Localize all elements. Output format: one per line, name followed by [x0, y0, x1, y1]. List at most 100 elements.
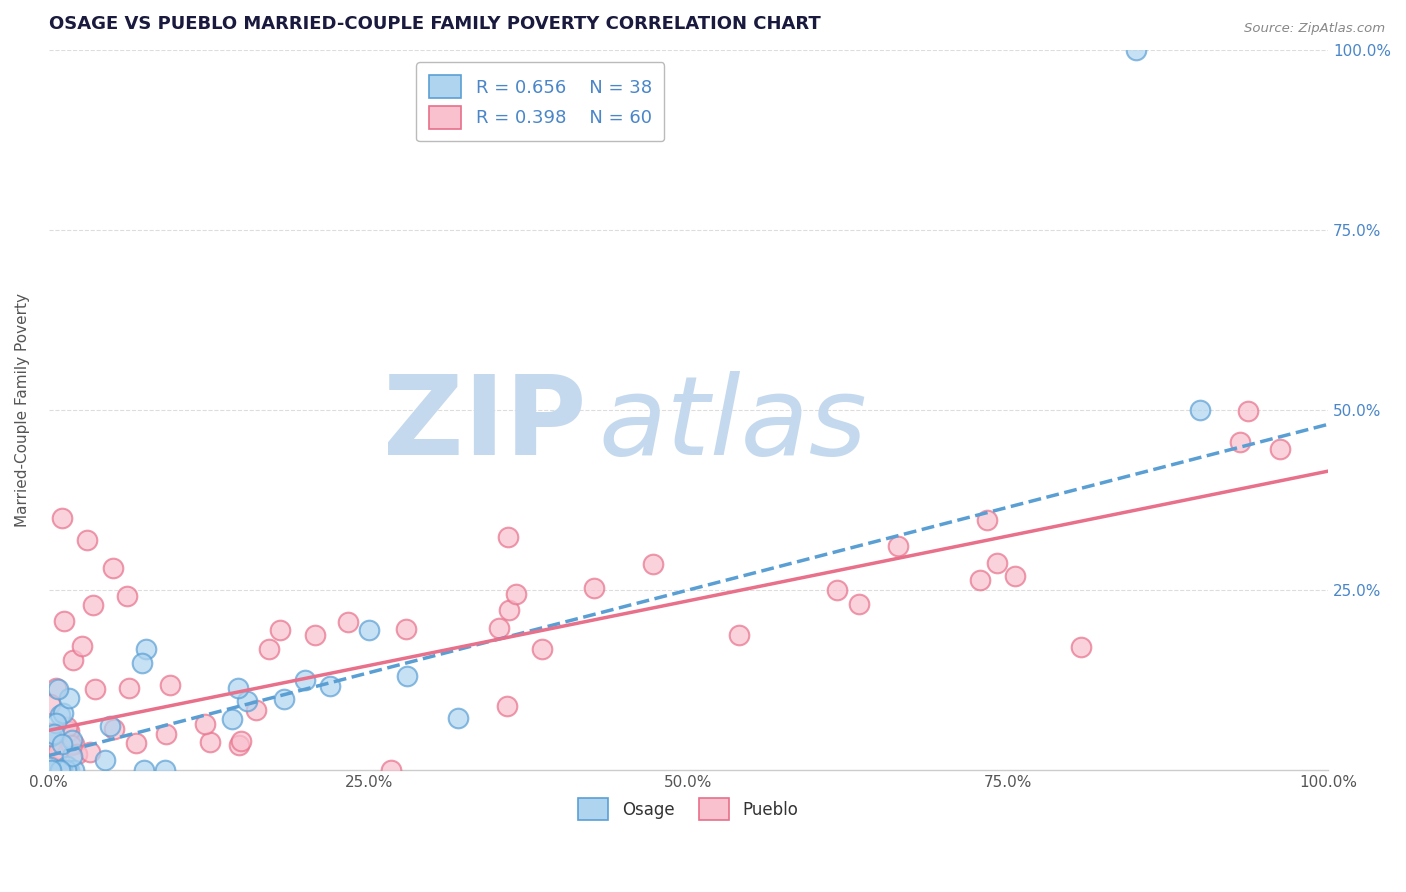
Point [39, 729, 62, 743]
Point [887, 539, 910, 553]
Point [98, 719, 121, 733]
Point [153, 763, 176, 777]
Point [118, 681, 141, 695]
Point [498, 603, 520, 617]
Point [45, 681, 67, 695]
Point [235, 694, 257, 708]
Point [986, 556, 1008, 570]
Point [82, 599, 104, 613]
Point [42, 763, 65, 777]
Point [94, 753, 117, 767]
Point [1268, 442, 1291, 457]
Point [1229, 435, 1251, 450]
Point [45, 763, 67, 777]
Point [76, 533, 98, 547]
Point [103, 722, 125, 736]
Point [825, 583, 848, 598]
Point [101, 561, 124, 575]
Point [58, 763, 80, 777]
Point [49, 763, 72, 777]
Point [59, 738, 82, 752]
Point [304, 628, 326, 642]
Point [58, 690, 80, 705]
Point [60, 732, 83, 747]
Point [496, 530, 519, 544]
Point [337, 615, 360, 629]
Point [294, 673, 316, 688]
Point [1189, 403, 1212, 417]
Point [155, 727, 177, 741]
Point [1004, 569, 1026, 583]
Point [495, 698, 517, 713]
Point [53, 763, 76, 777]
Point [46, 743, 69, 757]
Point [66, 747, 89, 762]
Point [132, 763, 155, 777]
Point [38, 737, 60, 751]
Legend: Osage, Pueblo: Osage, Pueblo [572, 792, 806, 827]
Point [58, 724, 80, 739]
Point [848, 597, 870, 611]
Y-axis label: Married-Couple Family Poverty: Married-Couple Family Poverty [15, 293, 30, 527]
Text: ZIP: ZIP [382, 371, 586, 478]
Point [969, 573, 991, 587]
Point [221, 712, 243, 726]
Point [39, 726, 62, 740]
Point [395, 622, 418, 636]
Point [125, 736, 148, 750]
Point [273, 692, 295, 706]
Point [62, 763, 84, 777]
Point [51, 737, 73, 751]
Point [46, 763, 69, 777]
Point [131, 656, 153, 670]
Point [229, 733, 252, 747]
Point [228, 739, 250, 753]
Point [395, 669, 418, 683]
Point [269, 624, 291, 638]
Text: atlas: atlas [599, 371, 868, 478]
Point [49, 707, 72, 722]
Point [39, 697, 62, 711]
Point [530, 641, 553, 656]
Point [56, 759, 79, 773]
Point [447, 711, 470, 725]
Point [83, 681, 105, 696]
Point [45, 716, 67, 731]
Point [643, 557, 665, 571]
Point [380, 763, 402, 777]
Point [49, 742, 72, 756]
Point [194, 717, 217, 731]
Point [39, 760, 62, 774]
Point [56, 720, 79, 734]
Point [245, 703, 267, 717]
Point [70, 639, 93, 653]
Point [62, 737, 84, 751]
Point [1070, 640, 1092, 655]
Point [135, 642, 157, 657]
Point [44, 727, 66, 741]
Point [51, 763, 73, 777]
Point [51, 763, 73, 777]
Point [55, 763, 77, 777]
Point [39, 763, 62, 777]
Text: OSAGE VS PUEBLO MARRIED-COUPLE FAMILY POVERTY CORRELATION CHART: OSAGE VS PUEBLO MARRIED-COUPLE FAMILY PO… [49, 15, 821, 33]
Text: Source: ZipAtlas.com: Source: ZipAtlas.com [1244, 22, 1385, 36]
Point [200, 735, 222, 749]
Point [976, 513, 998, 527]
Point [357, 623, 380, 637]
Point [51, 511, 73, 525]
Point [60, 749, 83, 764]
Point [505, 587, 527, 601]
Point [257, 642, 280, 657]
Point [488, 622, 510, 636]
Point [319, 679, 342, 693]
Point [79, 745, 101, 759]
Point [117, 589, 139, 603]
Point [53, 614, 76, 628]
Point [62, 653, 84, 667]
Point [1236, 404, 1258, 418]
Point [582, 581, 605, 595]
Point [159, 678, 181, 692]
Point [727, 628, 749, 642]
Point [48, 682, 70, 697]
